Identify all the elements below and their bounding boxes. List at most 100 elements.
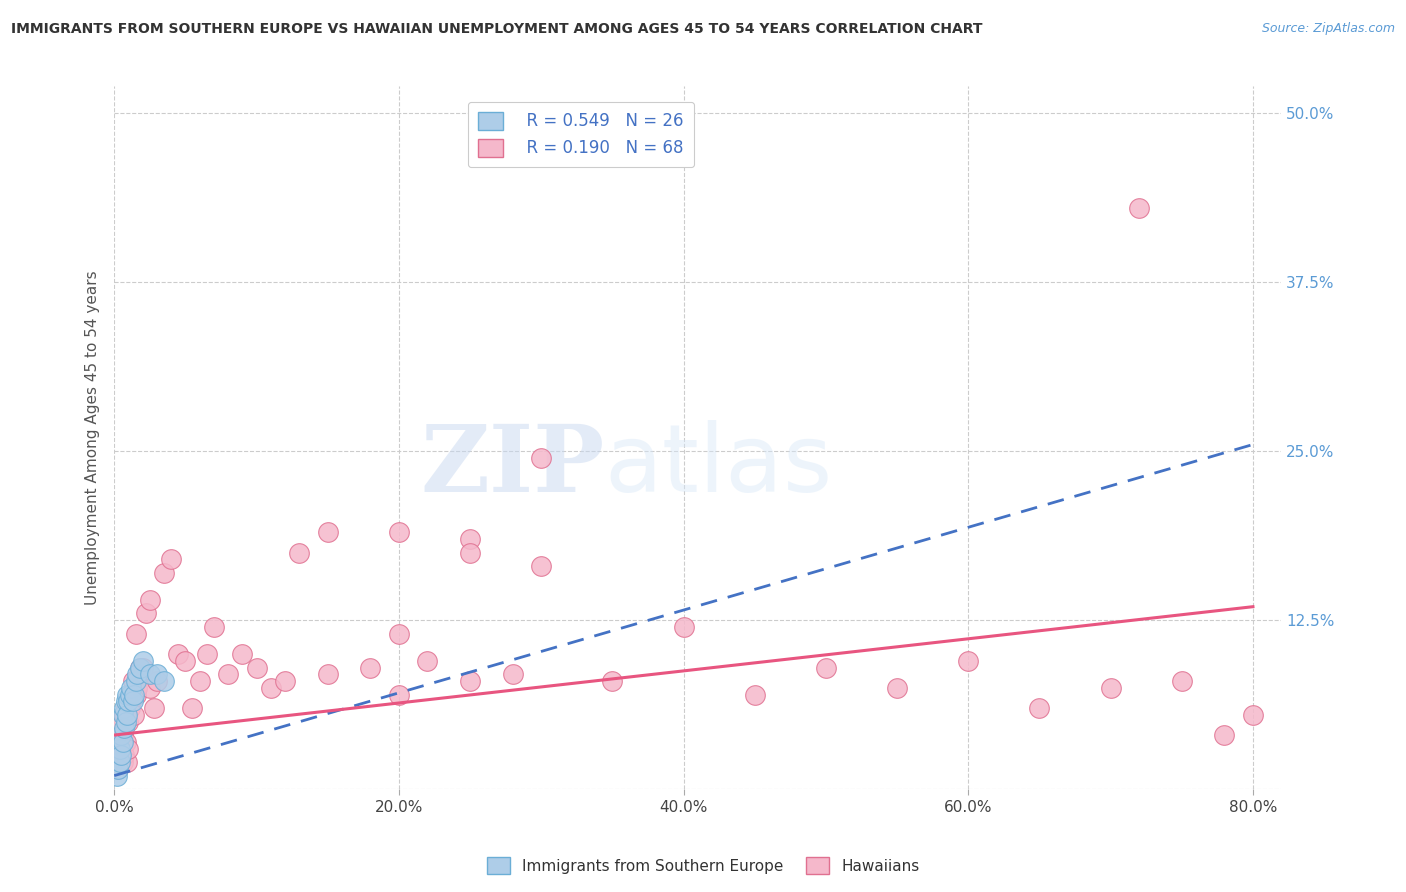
Point [202, 620, 225, 634]
Point [153, 566, 176, 580]
Point [530, 559, 553, 574]
Point [118, 701, 141, 715]
Point [458, 532, 481, 546]
Point [131, 654, 153, 668]
Point [124, 626, 146, 640]
Point [110, 728, 132, 742]
Point [316, 525, 339, 540]
Point [111, 707, 134, 722]
Point [231, 647, 253, 661]
Point [359, 660, 381, 674]
Point [195, 647, 218, 661]
Point [139, 681, 162, 695]
Point [107, 762, 129, 776]
Point [108, 748, 131, 763]
Point [121, 694, 143, 708]
Point [288, 546, 311, 560]
Point [388, 525, 411, 540]
Point [188, 673, 211, 688]
Point [105, 769, 128, 783]
Point [108, 741, 131, 756]
Point [120, 694, 142, 708]
Point [146, 673, 169, 688]
Point [744, 688, 766, 702]
Point [117, 741, 139, 756]
Point [125, 667, 148, 681]
Point [107, 735, 129, 749]
Point [115, 688, 138, 702]
Text: atlas: atlas [605, 420, 832, 512]
Point [112, 722, 135, 736]
Point [107, 762, 129, 776]
Point [1171, 673, 1194, 688]
Point [217, 667, 239, 681]
Point [105, 755, 128, 769]
Point [117, 694, 139, 708]
Point [121, 673, 143, 688]
Legend: Immigrants from Southern Europe, Hawaiians: Immigrants from Southern Europe, Hawaiia… [481, 851, 925, 880]
Point [530, 450, 553, 465]
Point [416, 654, 439, 668]
Point [112, 701, 135, 715]
Point [814, 660, 837, 674]
Point [1241, 707, 1264, 722]
Point [118, 688, 141, 702]
Point [114, 714, 136, 729]
Point [124, 688, 146, 702]
Point [174, 654, 197, 668]
Point [110, 714, 132, 729]
Point [131, 660, 153, 674]
Point [143, 701, 166, 715]
Point [110, 748, 132, 763]
Point [128, 660, 150, 674]
Point [108, 755, 131, 769]
Point [1099, 681, 1122, 695]
Text: IMMIGRANTS FROM SOUTHERN EUROPE VS HAWAIIAN UNEMPLOYMENT AMONG AGES 45 TO 54 YEA: IMMIGRANTS FROM SOUTHERN EUROPE VS HAWAI… [11, 22, 983, 37]
Point [117, 714, 139, 729]
Point [114, 701, 136, 715]
Point [886, 681, 908, 695]
Point [458, 546, 481, 560]
Point [115, 755, 138, 769]
Point [134, 607, 156, 621]
Point [120, 681, 142, 695]
Point [124, 673, 146, 688]
Point [1213, 728, 1236, 742]
Point [114, 694, 136, 708]
Point [167, 647, 190, 661]
Point [153, 673, 176, 688]
Point [146, 667, 169, 681]
Point [1028, 701, 1050, 715]
Point [110, 741, 132, 756]
Point [388, 626, 411, 640]
Point [114, 735, 136, 749]
Point [139, 593, 162, 607]
Point [112, 748, 135, 763]
Point [111, 735, 134, 749]
Point [122, 707, 145, 722]
Point [115, 707, 138, 722]
Y-axis label: Unemployment Among Ages 45 to 54 years: Unemployment Among Ages 45 to 54 years [86, 270, 100, 605]
Point [245, 660, 267, 674]
Point [274, 673, 297, 688]
Text: Source: ZipAtlas.com: Source: ZipAtlas.com [1261, 22, 1395, 36]
Point [316, 667, 339, 681]
Point [125, 681, 148, 695]
Point [122, 688, 145, 702]
Point [111, 728, 134, 742]
Point [111, 755, 134, 769]
Legend:   R = 0.549   N = 26,   R = 0.190   N = 68: R = 0.549 N = 26, R = 0.190 N = 68 [468, 102, 695, 168]
Point [458, 673, 481, 688]
Point [260, 681, 283, 695]
Point [502, 667, 524, 681]
Text: ZIP: ZIP [420, 421, 605, 511]
Point [128, 660, 150, 674]
Point [139, 667, 162, 681]
Point [181, 701, 204, 715]
Point [957, 654, 980, 668]
Point [672, 620, 695, 634]
Point [1128, 201, 1150, 215]
Point [160, 552, 183, 566]
Point [112, 707, 135, 722]
Point [388, 688, 411, 702]
